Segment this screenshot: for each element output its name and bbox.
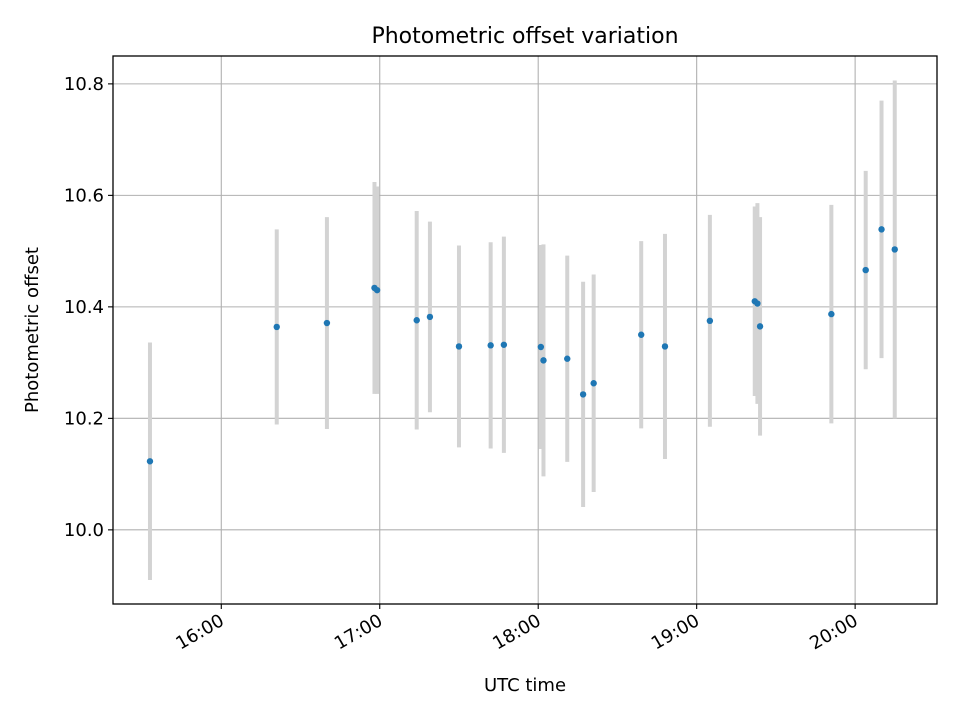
y-axis: 10.0 10.2 10.4 10.6 10.8 [64, 74, 113, 541]
data-points [146, 226, 898, 465]
data-point [706, 317, 714, 325]
data-point [537, 343, 545, 351]
y-tick-label: 10.6 [64, 185, 104, 206]
data-point [373, 286, 381, 294]
y-tick-label: 10.8 [64, 74, 104, 95]
data-point [891, 246, 898, 253]
data-point [413, 317, 420, 324]
data-point [754, 300, 761, 307]
data-point [564, 355, 571, 362]
plot-area-frame [112, 55, 938, 605]
data-point [862, 266, 869, 274]
data-point [487, 342, 494, 349]
grid [113, 56, 937, 604]
data-point [756, 323, 764, 330]
data-point [540, 357, 547, 364]
data-point [426, 313, 434, 321]
data-point [661, 343, 669, 350]
data-point [828, 310, 835, 318]
data-point [273, 323, 280, 331]
data-point [500, 341, 508, 348]
data-point [455, 343, 463, 350]
y-axis-label: Photometric offset [22, 247, 43, 413]
y-tick-label: 10.0 [64, 520, 104, 541]
chart-title: Photometric offset variation [371, 24, 678, 49]
data-point [579, 391, 587, 398]
data-point [878, 226, 885, 233]
data-point [146, 458, 154, 465]
y-tick-label: 10.2 [64, 408, 104, 429]
y-tick-label: 10.4 [64, 297, 104, 318]
x-axis-label: UTC time [484, 675, 566, 696]
data-point [323, 319, 331, 327]
data-point [638, 331, 645, 338]
data-point [590, 380, 597, 387]
